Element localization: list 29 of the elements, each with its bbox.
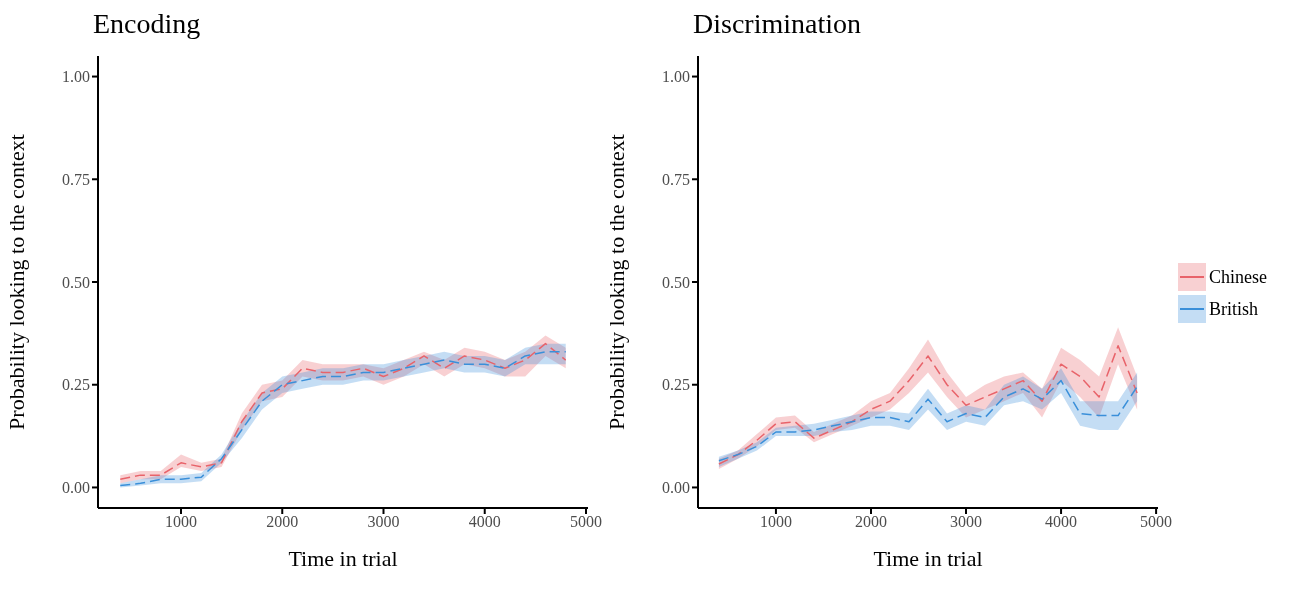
- x-axis-title: Time in trial: [873, 546, 983, 571]
- y-tick-label: 0.50: [662, 273, 690, 291]
- y-tick-label: 0.25: [62, 376, 90, 394]
- x-tick-label: 3000: [367, 513, 400, 531]
- chart-title: Encoding: [93, 8, 201, 40]
- x-tick-label: 5000: [1140, 513, 1173, 531]
- y-tick-label: 0.50: [62, 273, 90, 291]
- legend-label: Chinese: [1209, 266, 1267, 288]
- x-tick-label: 1000: [165, 513, 198, 531]
- y-tick-label: 0.75: [662, 170, 690, 188]
- x-tick-label: 2000: [854, 513, 887, 531]
- y-tick-label: 0.00: [62, 479, 90, 497]
- y-tick-label: 0.75: [62, 170, 90, 188]
- chart-title: Discrimination: [693, 8, 861, 40]
- y-axis-title: Probability looking to the context: [603, 134, 629, 430]
- x-tick-label: 1000: [759, 513, 792, 531]
- y-tick-label: 1.00: [662, 68, 690, 86]
- line-series: [718, 379, 1138, 462]
- x-tick-label: 4000: [468, 513, 501, 531]
- x-tick-label: 3000: [950, 513, 983, 531]
- y-tick-label: 0.25: [662, 376, 690, 394]
- x-axis-title: Time in trial: [288, 546, 398, 571]
- legend-label: British: [1209, 298, 1259, 320]
- x-tick-label: 2000: [266, 513, 299, 531]
- y-tick-label: 1.00: [62, 68, 90, 86]
- y-axis-title: Probability looking to the context: [3, 134, 29, 430]
- x-tick-label: 4000: [1045, 513, 1078, 531]
- x-tick-label: 5000: [569, 513, 602, 531]
- y-tick-label: 0.00: [662, 479, 690, 497]
